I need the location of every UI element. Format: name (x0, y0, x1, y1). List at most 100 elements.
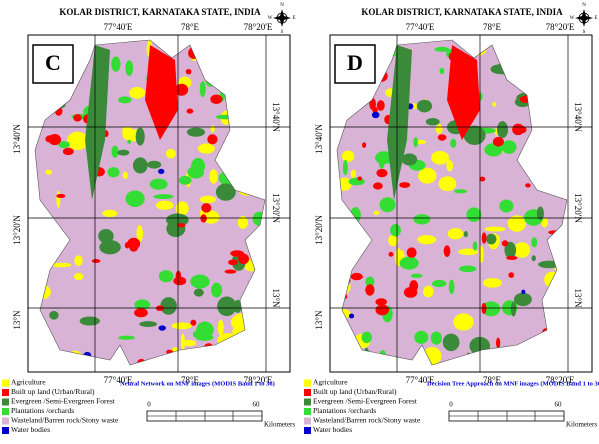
land-patch (56, 190, 61, 209)
land-patch (158, 168, 165, 175)
land-patch (74, 272, 84, 281)
land-patch (361, 331, 372, 344)
compass-letter: W (570, 16, 575, 21)
land-patch (203, 210, 220, 224)
legend-label: Agriculture (313, 378, 348, 387)
panel-caption: Neural Network on MNF images (MODIS Band… (120, 380, 275, 387)
land-patch (453, 313, 474, 331)
land-patch (180, 333, 186, 351)
land-patch (191, 277, 206, 283)
land-patch (414, 330, 429, 344)
land-patch (147, 160, 162, 169)
land-patch (102, 209, 118, 218)
legend-swatch (304, 408, 311, 415)
land-patch (209, 169, 218, 184)
land-patch (122, 171, 128, 180)
land-patch (73, 114, 82, 122)
land-patch (388, 251, 394, 257)
land-patch (132, 157, 148, 174)
land-patch (125, 60, 134, 77)
land-patch (459, 265, 477, 273)
y-label-right: 13°N (271, 288, 281, 308)
land-patch (504, 241, 517, 259)
land-patch (525, 183, 531, 188)
land-patch (127, 139, 132, 144)
compass-ring (578, 12, 590, 24)
land-patch (200, 214, 207, 223)
legend-swatch (304, 417, 311, 425)
land-patch (496, 337, 501, 349)
map-title: KOLAR DISTRICT, KARNATAKA STATE, INDIA (59, 7, 261, 17)
legend-label: Plantations /orchards (313, 406, 376, 415)
land-patch (117, 149, 130, 156)
legend-swatch (2, 427, 9, 434)
land-patch (406, 247, 417, 258)
land-patch (238, 253, 249, 265)
compass-letter: E (594, 16, 597, 21)
land-patch (463, 231, 468, 238)
land-patch (217, 296, 237, 317)
y-label-right: 13°N (573, 288, 583, 308)
panel-letter: C (45, 50, 61, 75)
land-patch (510, 301, 517, 317)
legend-swatch (304, 389, 311, 396)
land-patch (450, 138, 457, 148)
land-patch (99, 240, 121, 255)
legend-swatch (2, 379, 9, 387)
land-patch (501, 240, 509, 247)
scale-tick: 60 (555, 401, 563, 409)
land-patch (153, 194, 174, 200)
compass-letter: N (582, 3, 586, 8)
x-label-bottom: 78°20'E (546, 375, 575, 385)
district-map (337, 40, 567, 365)
land-patch (56, 193, 66, 198)
land-patch (373, 210, 380, 216)
land-patch (531, 255, 536, 262)
land-patch (74, 255, 83, 267)
land-patch (350, 169, 357, 179)
land-patch (125, 190, 145, 207)
land-patch (186, 108, 194, 114)
land-patch (118, 96, 132, 104)
land-patch (458, 248, 479, 256)
land-patch (496, 121, 509, 139)
land-patch (122, 126, 133, 137)
compass: N E S W (268, 3, 296, 35)
panel-letter-box (334, 44, 376, 84)
land-patch (483, 278, 503, 288)
legend-swatch (2, 398, 9, 406)
land-patch (415, 139, 427, 145)
land-patch (388, 234, 399, 247)
legend-label: Water bodies (11, 425, 50, 434)
land-patch (376, 168, 388, 178)
land-patch (210, 125, 215, 133)
land-patch (158, 325, 166, 331)
land-patch (431, 150, 450, 165)
legend-label: Agriculture (11, 378, 46, 387)
land-patch (453, 189, 467, 194)
land-patch (492, 136, 504, 147)
y-label: 13°40'N (314, 124, 324, 154)
land-patch (166, 220, 186, 238)
legend-label: Plantations /orchards (11, 406, 74, 415)
land-patch (199, 80, 206, 98)
land-patch (135, 127, 145, 146)
land-patch (201, 203, 212, 213)
compass-letter: E (292, 16, 295, 21)
land-patch (499, 199, 514, 213)
land-patch (193, 288, 204, 297)
land-patch (171, 322, 193, 330)
land-patch (182, 339, 197, 347)
legend-label: Built up land (Urban/Rural) (313, 387, 397, 396)
land-patch (434, 46, 450, 52)
land-patch (341, 150, 355, 163)
x-label: 77°40'E (406, 22, 435, 32)
legend-label: Evergreen /Semi-Evergreen Forest (313, 397, 418, 406)
land-patch (136, 225, 143, 243)
legend-swatch (2, 408, 9, 415)
compass-letter: W (268, 16, 273, 21)
y-label-right: 13°20'N (573, 193, 583, 223)
land-patch (410, 273, 423, 278)
y-label: 13°N (314, 310, 324, 330)
land-patch (224, 269, 237, 274)
